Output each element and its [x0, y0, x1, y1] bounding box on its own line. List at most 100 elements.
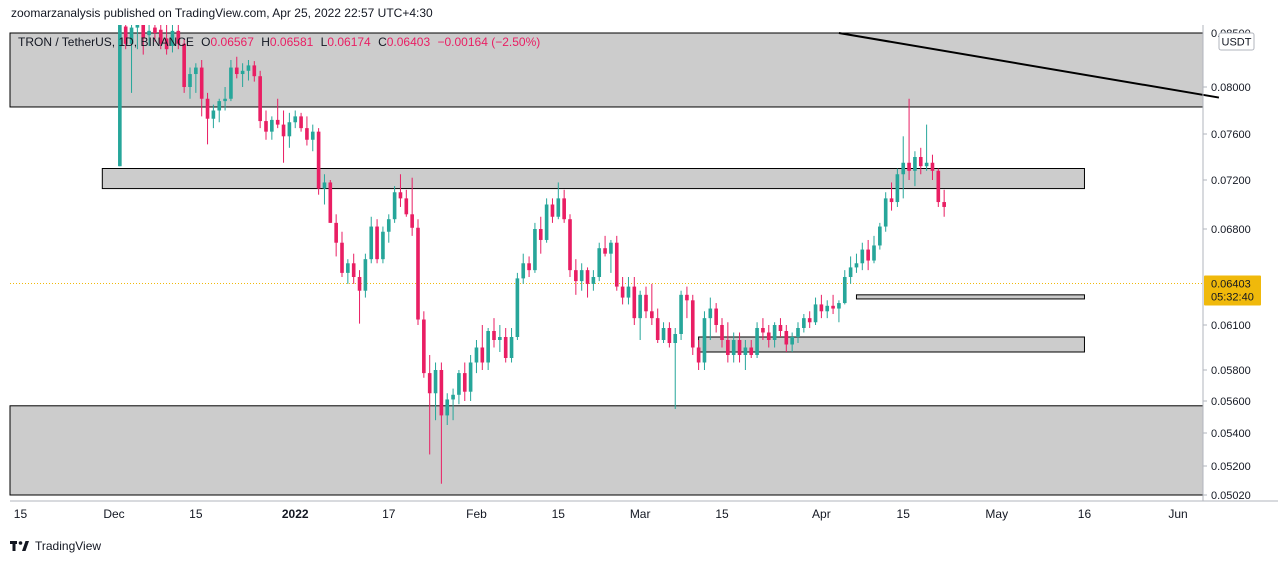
candle-body: [848, 267, 853, 277]
candle: [731, 332, 736, 363]
candle: [825, 300, 830, 319]
candle-body: [176, 30, 181, 44]
candle: [270, 116, 274, 140]
time-tick-label: Dec: [103, 507, 124, 521]
last-price-badge: [1204, 275, 1261, 306]
candle: [913, 151, 917, 187]
candle-body: [270, 119, 274, 132]
candle-body: [521, 263, 526, 279]
candle: [451, 388, 455, 421]
candle: [690, 294, 695, 355]
candle: [492, 318, 496, 348]
candle-body: [872, 245, 876, 261]
candle-body: [644, 294, 648, 312]
candle: [603, 235, 607, 257]
candle-body: [538, 229, 543, 240]
price-axis[interactable]: 0.08000 0.07600 0.07200 0.06800 0.06100 0.058…: [1202, 25, 1261, 502]
candle: [199, 60, 204, 117]
footer-brand: TradingView: [35, 539, 102, 553]
candle: [696, 340, 701, 370]
candle-body: [930, 162, 935, 171]
candle: [205, 92, 210, 145]
price-tick-label: 0.05200: [1211, 461, 1251, 473]
candle-body: [562, 198, 566, 220]
candle: [135, 25, 140, 50]
publisher-attribution: zoomarzanalysis published on TradingView…: [11, 6, 433, 20]
candle: [942, 189, 946, 217]
candle-body: [796, 328, 800, 337]
candle-body: [720, 325, 724, 340]
candle: [468, 355, 473, 401]
candle: [924, 124, 929, 171]
candle-body: [807, 318, 812, 323]
candle-body: [258, 76, 262, 122]
candle: [234, 56, 239, 79]
candle: [357, 270, 362, 324]
candle-body: [556, 198, 561, 217]
candle-body: [416, 227, 420, 320]
price-tick-label: 0.05600: [1211, 396, 1251, 408]
candle-body: [837, 303, 841, 309]
candle-body: [305, 128, 309, 140]
candle: [831, 294, 835, 315]
time-ticks: 15 Dec 15 2022 17 Feb 15 Mar 15 Apr 15 May 16 Jun: [14, 507, 1188, 521]
time-tick-label: 15: [14, 507, 28, 521]
candle-body: [474, 347, 479, 363]
time-tick-label: 17: [382, 507, 396, 521]
candle-body: [533, 229, 537, 271]
candle: [503, 328, 508, 363]
candle: [813, 297, 818, 325]
candle-body: [381, 231, 385, 260]
time-axis[interactable]: 15 Dec 15 2022 17 Feb 15 Mar 15 Apr 15 May 16 Jun: [10, 500, 1278, 521]
candle-body: [802, 318, 806, 328]
trendline-layer[interactable]: [838, 32, 1220, 99]
candle-body: [433, 370, 438, 394]
candle: [766, 325, 771, 348]
candle: [626, 277, 631, 305]
candle-body: [661, 328, 666, 340]
candle-body: [936, 170, 941, 203]
candle: [486, 328, 490, 370]
candle: [644, 286, 648, 319]
close-label: C: [378, 35, 387, 49]
time-tick-label: Jun: [1168, 507, 1187, 521]
candle-body: [761, 328, 765, 333]
candle-body: [731, 340, 736, 355]
candle: [153, 25, 157, 42]
candle: [416, 219, 420, 325]
candle: [334, 214, 338, 257]
time-tick-label: Feb: [466, 507, 487, 521]
candle: [591, 270, 596, 291]
candle-body: [386, 219, 391, 232]
candle-body: [252, 65, 257, 77]
candle-body: [749, 347, 754, 355]
candle: [439, 362, 444, 484]
candle-body: [422, 319, 426, 374]
last-price-countdown: 05:32:40: [1211, 291, 1254, 303]
candle-body: [609, 242, 613, 254]
candle: [310, 124, 315, 152]
candle-body: [737, 340, 742, 355]
bottom-demand-zone: [9, 405, 1204, 496]
candle: [182, 38, 186, 93]
candle: [293, 110, 298, 129]
descending-trendline[interactable]: [838, 32, 1220, 99]
candle-body: [351, 263, 356, 277]
time-tick-label: Mar: [630, 507, 651, 521]
candle: [457, 370, 461, 405]
candle-body: [375, 226, 379, 260]
time-tick-label: 15: [189, 507, 203, 521]
candle-body: [842, 277, 847, 304]
candle-body: [638, 294, 642, 319]
candle-body: [486, 331, 490, 363]
currency-badge[interactable]: [1218, 32, 1255, 51]
candle-body: [310, 131, 315, 140]
candle: [556, 182, 561, 220]
candle: [842, 270, 847, 305]
candle-body: [895, 174, 900, 203]
tradingview-footer[interactable]: TradingView: [10, 537, 101, 555]
candle-body: [439, 370, 444, 416]
candle: [714, 303, 718, 333]
candle-body: [527, 263, 531, 271]
